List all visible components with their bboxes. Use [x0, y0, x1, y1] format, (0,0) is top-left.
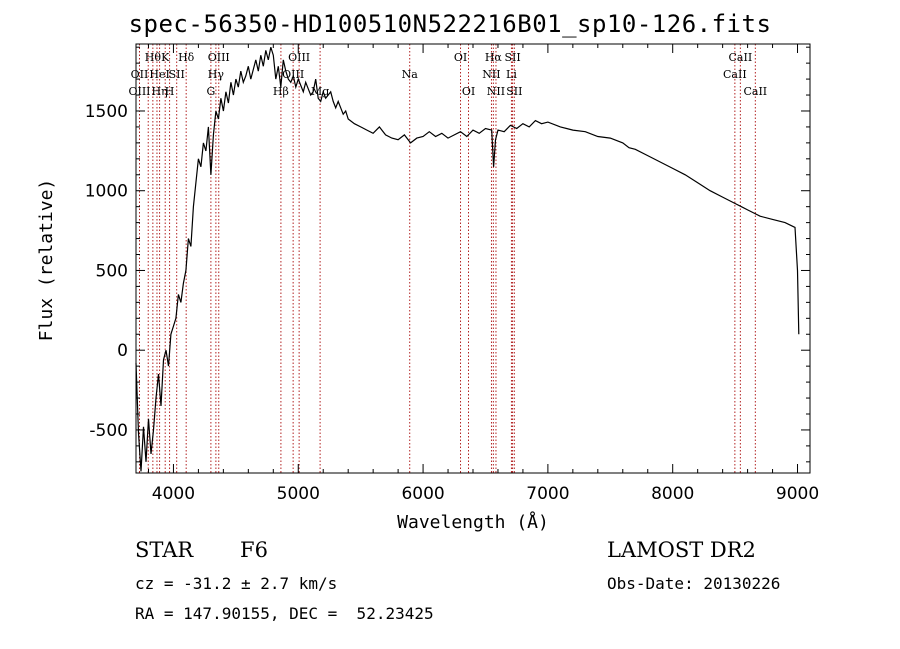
spectral-line-label: NII [482, 68, 500, 81]
chart-title: spec-56350-HD100510N522216B01_sp10-126.f… [128, 10, 772, 38]
spectral-line-label: SII [169, 68, 185, 81]
spectral-line-label: OIII [288, 51, 310, 64]
y-tick-label: 1000 [85, 182, 128, 202]
spectral-line-label: K [161, 51, 170, 64]
x-tick-label: 8000 [651, 484, 694, 504]
spectral-line-label: H [165, 85, 175, 98]
coordinates-text: RA = 147.90155, DEC = 52.23425 [135, 604, 434, 623]
object-class: STAR [135, 538, 194, 562]
obs-date-text: Obs-Date: 20130226 [607, 574, 781, 593]
x-tick-label: 9000 [776, 484, 819, 504]
x-tick-label: 5000 [277, 484, 320, 504]
spectral-line-label: Hδ [178, 51, 195, 64]
spectral-line-label: NII [487, 85, 505, 98]
spectral-line-label: HeI [149, 68, 169, 81]
spectrum-series [135, 47, 800, 472]
y-tick-label: 1500 [85, 102, 128, 122]
x-tick-label: 6000 [401, 484, 444, 504]
x-tick-label: 4000 [152, 484, 195, 504]
spectral-line-label: Hβ [273, 85, 289, 98]
spectral-line-label: OII [131, 68, 149, 81]
spectral-line-markers [138, 44, 756, 473]
spectral-line-label: OI [454, 51, 467, 64]
spectral-line-label: OIII [128, 85, 150, 98]
y-axis-ticks: -500 0 500 1000 1500 [85, 46, 810, 463]
spectral-line-label: Na [402, 68, 419, 81]
x-axis-label: Wavelength (Å) [397, 511, 549, 533]
spectral-line-label: Li [506, 68, 517, 81]
spectral-line-label: CaII [743, 85, 767, 98]
spectral-line-label: CaII [723, 68, 747, 81]
y-tick-label: 500 [96, 261, 128, 281]
object-subclass: F6 [240, 538, 268, 562]
spectral-line-label: Hθ [145, 51, 162, 64]
survey-name: LAMOST DR2 [607, 538, 756, 562]
spectral-line-labels: OIIOIIIHθHeIHηKHSIIHδGHγOIIIHβOIIIOIIIMg… [128, 51, 767, 98]
spectral-line-label: OIII [208, 51, 230, 64]
y-axis-label: Flux (relative) [36, 179, 57, 342]
spectral-line-label: G [206, 85, 215, 98]
spectral-line-label: CaII [729, 51, 753, 64]
x-tick-label: 7000 [526, 484, 569, 504]
spectral-line-label: OI [462, 85, 475, 98]
redshift-text: cz = -31.2 ± 2.7 km/s [135, 574, 338, 593]
spectral-line-label: Hγ [208, 68, 225, 81]
y-tick-label: -500 [89, 421, 128, 441]
y-tick-label: 0 [117, 341, 128, 361]
x-axis-ticks: 4000 5000 6000 7000 8000 9000 [147, 44, 819, 504]
spectrum-line [135, 47, 800, 472]
spectral-line-label: Hα [485, 51, 503, 64]
spectral-line-label: SII [504, 51, 520, 64]
plot-frame [135, 43, 811, 474]
spectral-line-label: Hη [151, 85, 167, 98]
spectral-line-label: SII [506, 85, 522, 98]
